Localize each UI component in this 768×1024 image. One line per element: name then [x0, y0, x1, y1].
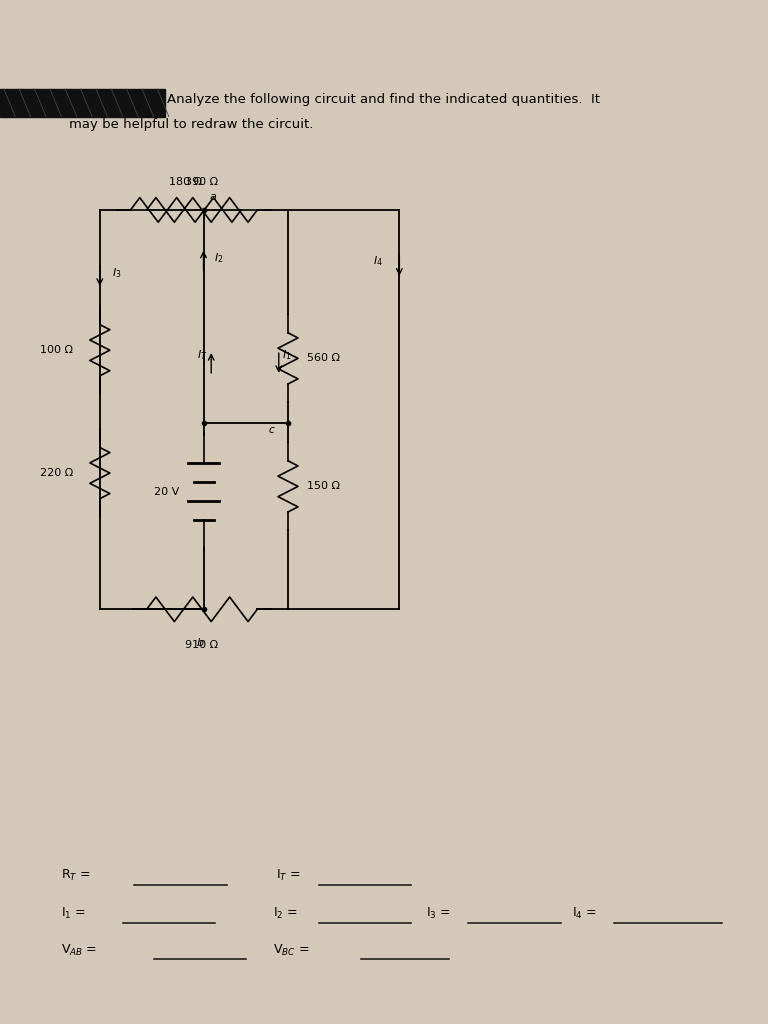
Text: I$_4$ =: I$_4$ = [572, 906, 597, 921]
Text: R$_T$ =: R$_T$ = [61, 868, 91, 883]
Text: I$_1$ =: I$_1$ = [61, 906, 86, 921]
Text: 180 Ω: 180 Ω [169, 177, 203, 187]
Text: $I_T$: $I_T$ [197, 348, 207, 362]
Text: I$_3$ =: I$_3$ = [426, 906, 451, 921]
Text: $I_3$: $I_3$ [112, 266, 121, 281]
Text: 220 Ω: 220 Ω [40, 468, 73, 478]
Text: 390 Ω: 390 Ω [185, 177, 219, 187]
Text: $I_2$: $I_2$ [214, 251, 223, 265]
Text: a: a [210, 191, 217, 202]
Text: $I_1$: $I_1$ [282, 348, 291, 362]
Text: I$_2$ =: I$_2$ = [273, 906, 297, 921]
Text: 20 V: 20 V [154, 486, 179, 497]
Text: V$_{AB}$ =: V$_{AB}$ = [61, 943, 98, 957]
Text: Analyze the following circuit and find the indicated quantities.  It: Analyze the following circuit and find t… [167, 93, 601, 105]
Text: 910 Ω: 910 Ω [185, 640, 219, 650]
Bar [0, 89, 165, 117]
Text: 560 Ω: 560 Ω [307, 353, 340, 364]
Text: may be helpful to redraw the circuit.: may be helpful to redraw the circuit. [69, 118, 313, 131]
Text: V$_{BC}$ =: V$_{BC}$ = [273, 943, 309, 957]
Text: c: c [269, 425, 274, 435]
Text: 100 Ω: 100 Ω [40, 345, 73, 355]
Text: I$_T$ =: I$_T$ = [276, 868, 301, 883]
Text: $I_4$: $I_4$ [372, 254, 382, 268]
Text: 150 Ω: 150 Ω [307, 481, 340, 492]
Text: b: b [196, 638, 204, 648]
